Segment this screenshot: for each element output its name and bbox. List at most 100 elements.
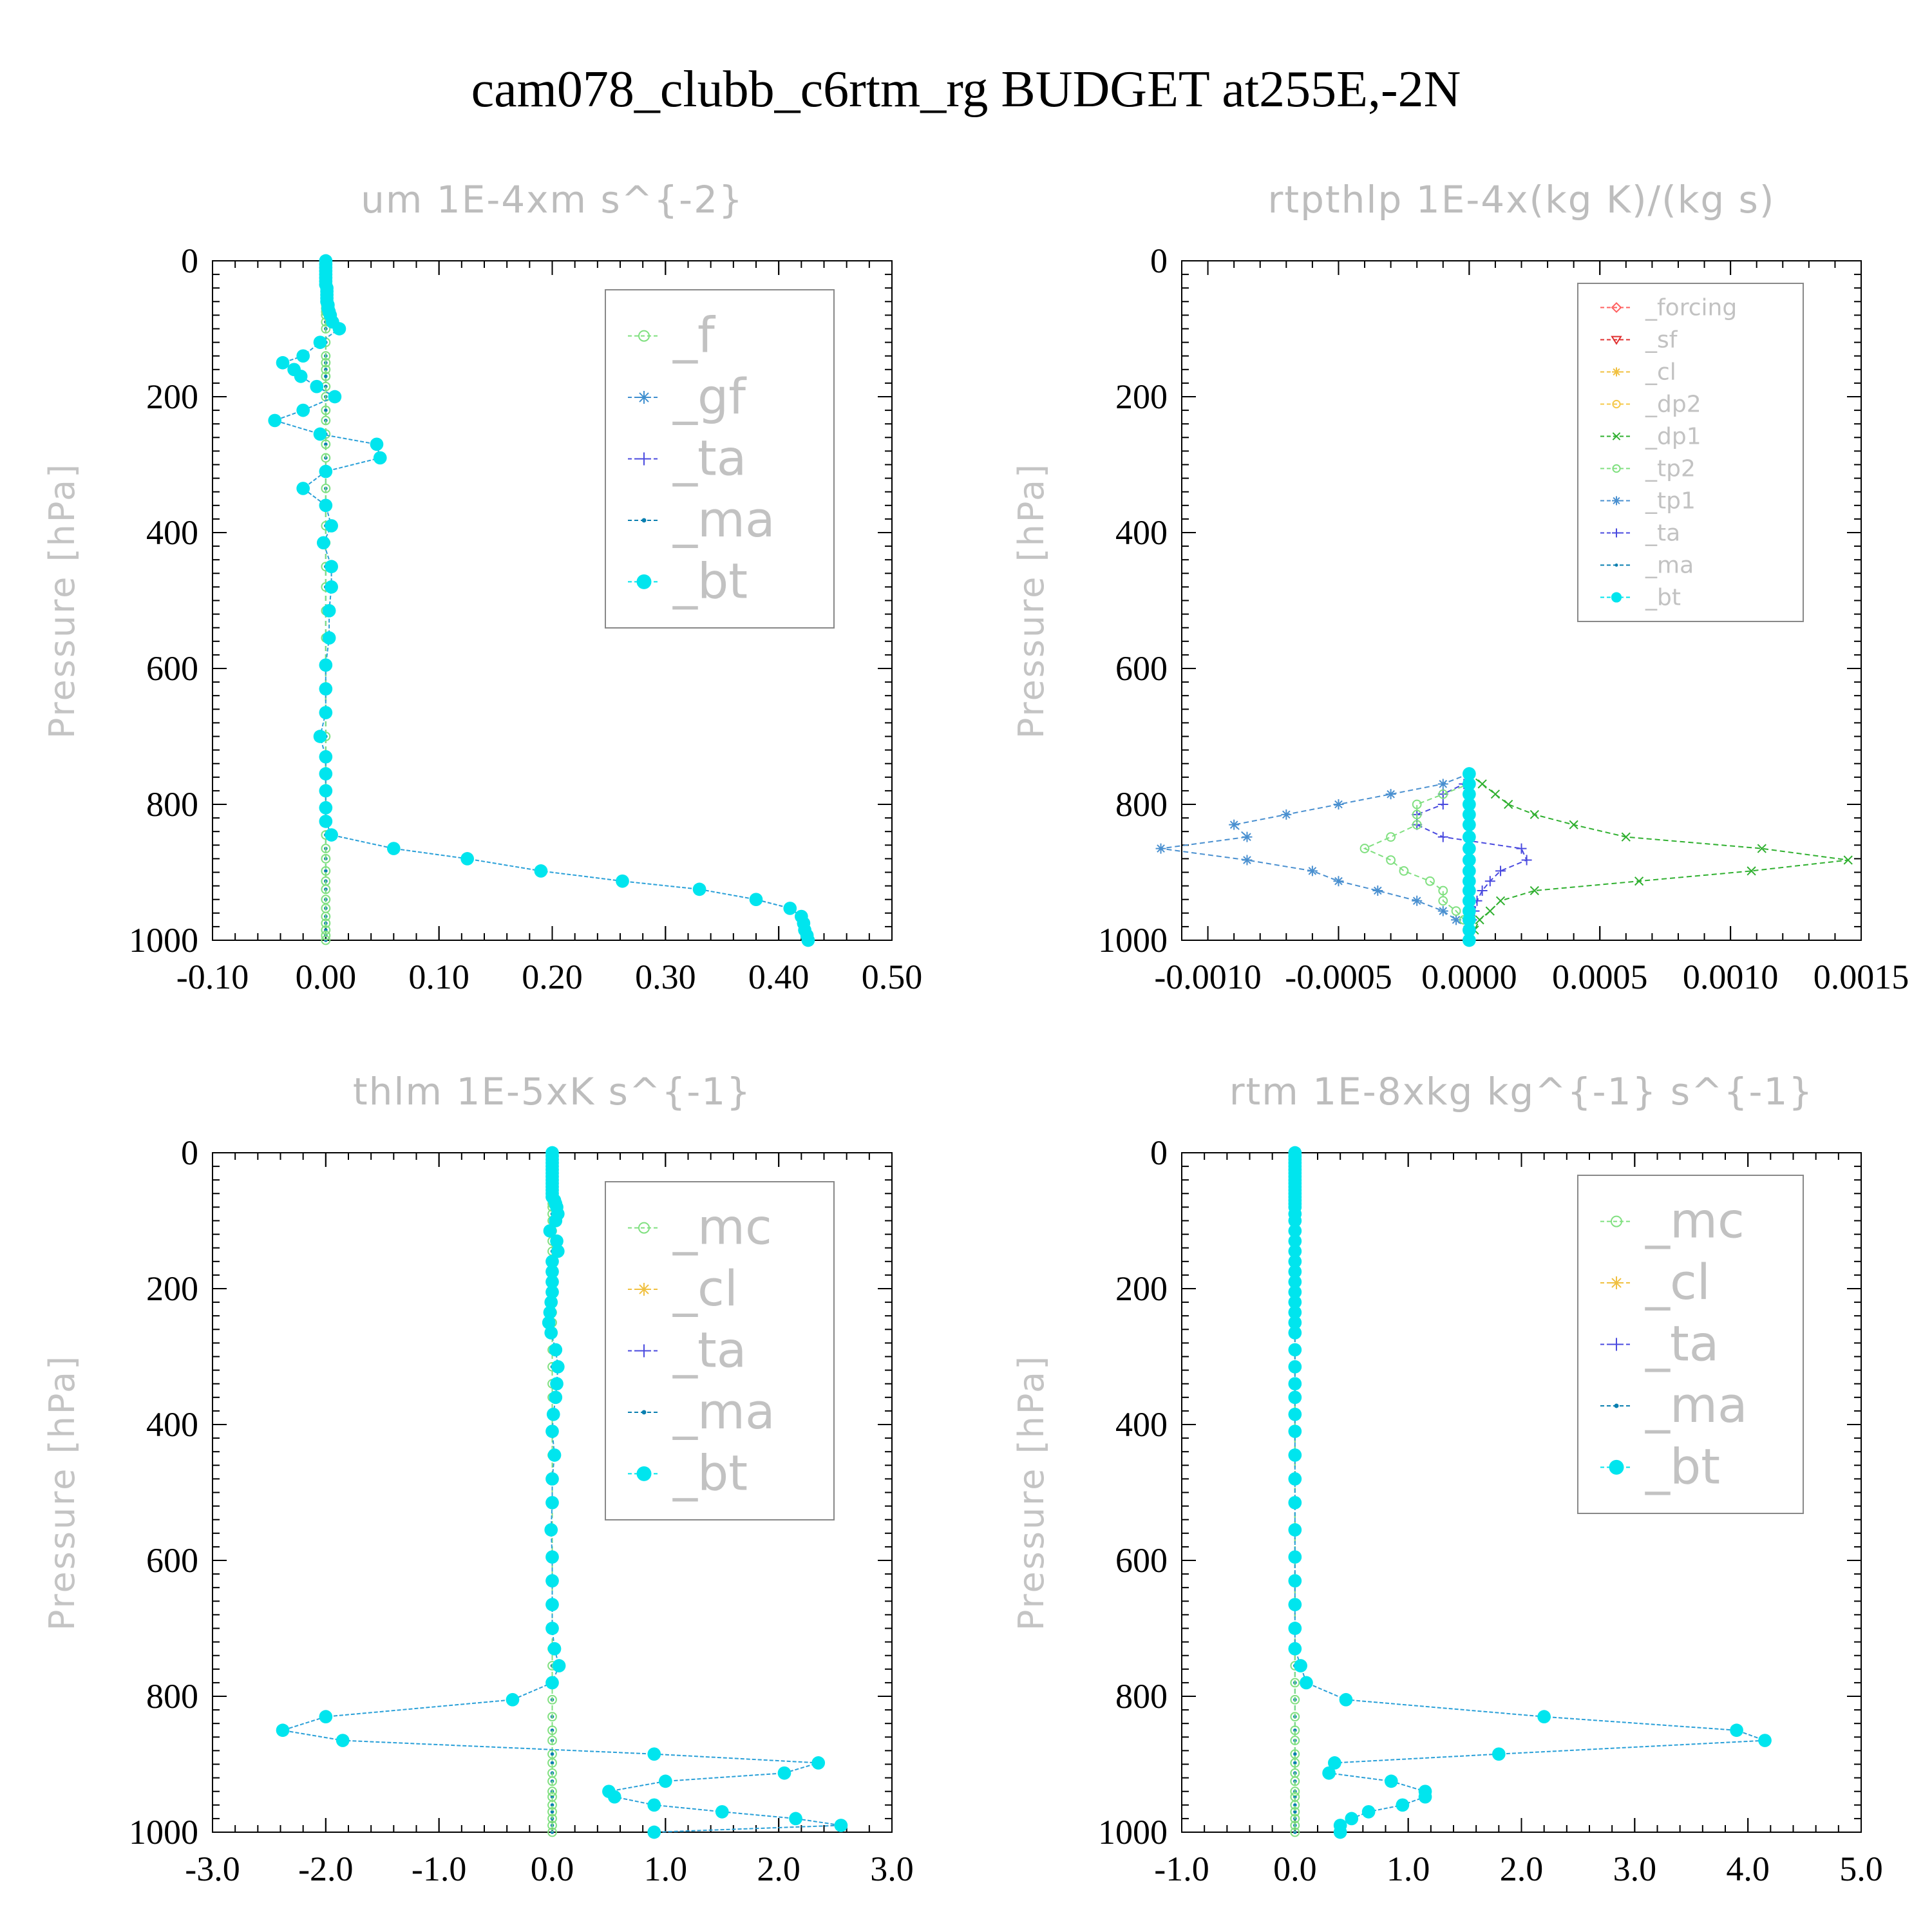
y-tick-label: 1000 bbox=[1098, 1813, 1168, 1852]
marker-plus bbox=[1437, 799, 1448, 810]
marker-bt bbox=[1462, 933, 1476, 947]
marker-bt bbox=[1288, 1642, 1302, 1656]
marker-bt bbox=[1609, 1459, 1624, 1475]
marker-bt bbox=[370, 437, 384, 451]
x-tick-label: 0.0 bbox=[1273, 1850, 1317, 1888]
marker-star bbox=[1610, 1276, 1623, 1290]
x-tick-label: 0.0 bbox=[531, 1850, 574, 1888]
marker-star bbox=[1385, 789, 1396, 800]
marker-bt bbox=[1462, 842, 1476, 855]
marker-x bbox=[1843, 855, 1853, 865]
marker-bt bbox=[552, 1659, 566, 1672]
marker-plus bbox=[1612, 528, 1621, 538]
legend-label: _ma bbox=[1645, 552, 1694, 578]
marker-bt bbox=[551, 1244, 565, 1258]
marker-bt bbox=[1288, 1425, 1302, 1438]
marker-bt bbox=[1462, 777, 1476, 791]
marker-bt bbox=[1462, 874, 1476, 888]
series-bt bbox=[1288, 1146, 1772, 1839]
marker-bt bbox=[534, 864, 548, 878]
marker-bt bbox=[506, 1692, 520, 1707]
marker-ma bbox=[1293, 1728, 1297, 1732]
marker-bt bbox=[1462, 913, 1476, 927]
marker-bt bbox=[1462, 797, 1476, 811]
series-bt bbox=[1462, 767, 1476, 947]
series-tp1 bbox=[1155, 768, 1475, 945]
marker-bt bbox=[811, 1756, 826, 1770]
marker-circle bbox=[1290, 1821, 1300, 1830]
legend: _f_gf_ta_ma_bt bbox=[605, 289, 835, 629]
marker-circle bbox=[321, 925, 331, 935]
marker-ma bbox=[1293, 1803, 1297, 1807]
marker-bt bbox=[319, 750, 333, 764]
marker-bt bbox=[545, 1676, 559, 1690]
series-line bbox=[1468, 773, 1848, 941]
y-tick-label: 800 bbox=[146, 1677, 198, 1716]
y-tick-label: 400 bbox=[1115, 513, 1168, 552]
marker-ma bbox=[550, 1810, 554, 1814]
marker-plus bbox=[638, 452, 650, 466]
marker-star bbox=[1437, 905, 1448, 916]
y-tick-label: 200 bbox=[1115, 1269, 1168, 1308]
marker-bt bbox=[783, 902, 797, 915]
marker-bt bbox=[801, 933, 815, 947]
marker-x bbox=[1495, 896, 1506, 905]
marker-star bbox=[1437, 779, 1448, 790]
chart-title: thlm 1E-5xK s^{-1} bbox=[353, 1070, 752, 1113]
marker-triangle-down bbox=[1611, 336, 1622, 345]
marker-bt bbox=[545, 1285, 559, 1299]
marker-bt bbox=[276, 355, 290, 370]
marker-star bbox=[1307, 866, 1318, 876]
marker-bt bbox=[1462, 864, 1476, 878]
marker-plus bbox=[638, 1344, 650, 1358]
marker-circle bbox=[1425, 876, 1435, 886]
y-tick-label: 200 bbox=[146, 1269, 198, 1308]
x-tick-label: 0.30 bbox=[635, 958, 696, 996]
marker-circle bbox=[1290, 1806, 1300, 1817]
x-tick-label: 1.0 bbox=[1387, 1850, 1430, 1888]
legend-label: _ma bbox=[672, 1383, 775, 1440]
x-tick-label: -0.10 bbox=[176, 958, 249, 996]
marker-bt bbox=[542, 1316, 556, 1330]
marker-bt bbox=[313, 427, 327, 441]
marker-circle bbox=[1290, 1757, 1300, 1768]
marker-bt bbox=[319, 464, 333, 478]
marker-bt bbox=[545, 1495, 559, 1510]
legend-label: _tp2 bbox=[1645, 455, 1696, 482]
marker-bt bbox=[1288, 1495, 1302, 1510]
series-line bbox=[272, 261, 809, 941]
marker-bt bbox=[1333, 1825, 1347, 1839]
chart-panel-1: um 1E-4xm s^{-2} 0 200 400 600 800 1000-0.10 0.… bbox=[42, 178, 922, 996]
marker-circle bbox=[1612, 464, 1621, 473]
legend-label: _bt bbox=[672, 552, 748, 609]
marker-circle bbox=[1290, 1678, 1300, 1688]
marker-circle bbox=[321, 324, 331, 334]
marker-bt bbox=[545, 1598, 559, 1611]
legend-label: _bt bbox=[672, 1444, 748, 1501]
marker-bt bbox=[1462, 818, 1476, 831]
marker-circle bbox=[321, 884, 331, 895]
marker-bt bbox=[1300, 1676, 1313, 1690]
marker-star bbox=[1612, 367, 1621, 377]
marker-ma bbox=[550, 1803, 554, 1807]
x-tick-label: -1.0 bbox=[1154, 1850, 1209, 1888]
marker-circle bbox=[547, 1800, 557, 1810]
marker-circle bbox=[1386, 832, 1396, 842]
marker-bt bbox=[636, 1466, 652, 1481]
marker-circle bbox=[1290, 1786, 1300, 1797]
marker-bt bbox=[328, 390, 342, 404]
marker-circle bbox=[321, 365, 331, 375]
y-tick-label: 800 bbox=[1115, 785, 1168, 824]
marker-x bbox=[1530, 886, 1539, 896]
series-f bbox=[321, 256, 331, 945]
marker-bt bbox=[319, 815, 333, 828]
marker-bt bbox=[1288, 1407, 1302, 1421]
series-line bbox=[282, 1153, 842, 1833]
marker-circle bbox=[638, 330, 650, 342]
chart-title: rtm 1E-8xkg kg^{-1} s^{-1} bbox=[1229, 1070, 1814, 1113]
marker-bt bbox=[1288, 1244, 1302, 1258]
legend-label: _dp1 bbox=[1645, 423, 1701, 450]
marker-bt bbox=[1288, 1390, 1302, 1405]
y-tick-label: 1000 bbox=[1098, 921, 1168, 960]
